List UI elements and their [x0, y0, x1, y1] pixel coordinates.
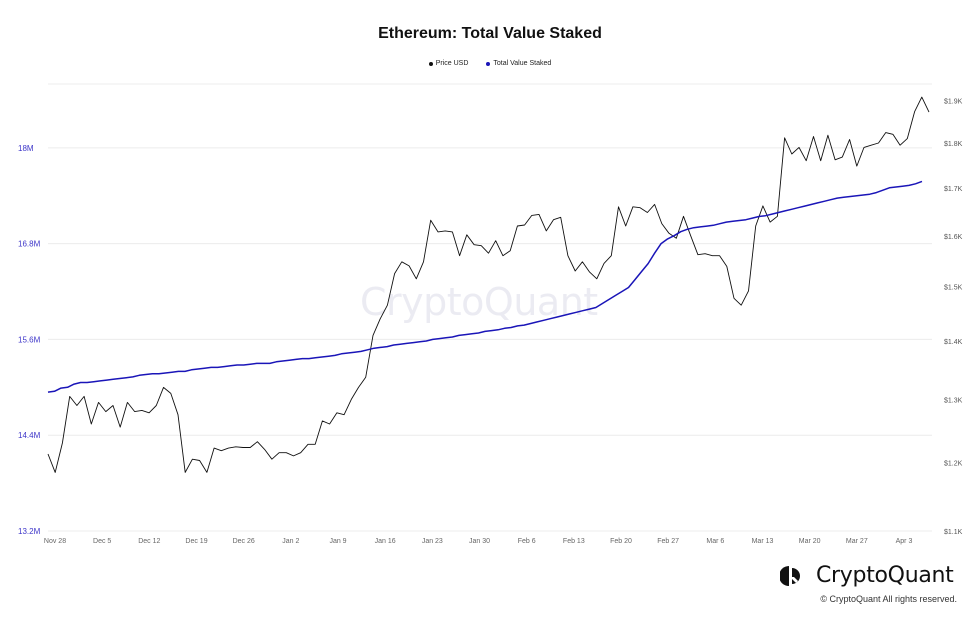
x-axis-tick-label: Mar 27	[846, 538, 868, 545]
right-axis-tick-label: $1.8K	[944, 141, 963, 148]
right-axis-tick-label: $1.2K	[944, 460, 963, 467]
x-axis-tick-label: Jan 9	[329, 538, 346, 545]
x-axis-tick-label: Jan 2	[282, 538, 299, 545]
chart-legend: Price USD Total Value Staked	[0, 60, 980, 67]
legend-label-price: Price USD	[435, 60, 469, 67]
x-axis-tick-label: Dec 5	[93, 538, 111, 545]
left-axis-tick-label: 18M	[18, 144, 34, 153]
right-axis-tick-label: $1.4K	[944, 339, 963, 346]
brand-logo: CryptoQuant	[780, 563, 954, 588]
x-axis-tick-label: Feb 27	[657, 538, 679, 545]
x-axis-tick-label: Feb 13	[563, 538, 585, 545]
x-axis-tick-label: Nov 28	[44, 538, 66, 545]
x-axis-tick-label: Jan 30	[469, 538, 490, 545]
cryptoquant-logo-icon	[780, 565, 800, 586]
right-axis-tick-label: $1.3K	[944, 397, 963, 404]
x-axis-tick-label: Mar 13	[752, 538, 774, 545]
brand-name: CryptoQuant	[816, 563, 954, 588]
left-axis-tick-label: 15.6M	[18, 335, 41, 344]
x-axis-tick-label: Jan 16	[375, 538, 396, 545]
x-axis-tick-label: Mar 20	[799, 538, 821, 545]
legend-marker-total-value-staked	[486, 61, 491, 66]
right-axis-tick-label: $1.5K	[944, 285, 963, 292]
x-axis-tick-label: Mar 6	[706, 538, 724, 545]
right-axis-tick-label: $1.7K	[944, 186, 963, 193]
legend-item-total-value-staked[interactable]: Total Value Staked	[486, 60, 551, 67]
x-axis-tick-label: Feb 20	[610, 538, 632, 545]
x-axis-tick-label: Dec 19	[185, 538, 207, 545]
legend-item-price[interactable]: Price USD	[428, 60, 469, 67]
x-axis-tick-label: Jan 23	[422, 538, 443, 545]
left-axis-tick-label: 13.2M	[18, 527, 41, 536]
right-axis-tick-label: $1.9K	[944, 98, 963, 105]
legend-marker-price	[428, 61, 433, 66]
copyright-text: © CryptoQuant All rights reserved.	[820, 594, 957, 604]
left-axis-tick-label: 16.8M	[18, 240, 41, 249]
x-axis-tick-label: Apr 3	[896, 538, 913, 545]
x-axis-tick-label: Feb 6	[518, 538, 536, 545]
chart-title: Ethereum: Total Value Staked	[378, 25, 602, 42]
series-line-price-usd	[47, 96, 930, 473]
series-line-total-value-staked	[47, 180, 923, 393]
left-axis-tick-label: 14.4M	[18, 431, 41, 440]
right-axis-tick-label: $1.6K	[944, 234, 963, 241]
right-axis-tick-label: $1.1K	[944, 529, 963, 536]
x-axis-tick-label: Dec 26	[233, 538, 255, 545]
legend-label-total-value-staked: Total Value Staked	[493, 60, 552, 67]
x-axis-tick-label: Dec 12	[138, 538, 160, 545]
